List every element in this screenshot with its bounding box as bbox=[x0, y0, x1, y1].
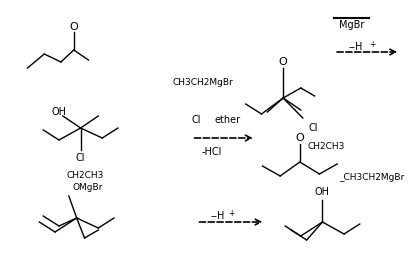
Text: --H: --H bbox=[210, 211, 225, 221]
Text: Cl: Cl bbox=[76, 153, 85, 163]
Text: O: O bbox=[279, 57, 287, 67]
Text: CH2CH3: CH2CH3 bbox=[308, 142, 345, 150]
Text: _CH3CH2MgBr: _CH3CH2MgBr bbox=[339, 173, 404, 182]
Text: CH2CH3: CH2CH3 bbox=[67, 172, 104, 180]
Text: +: + bbox=[228, 208, 234, 217]
Text: O: O bbox=[295, 133, 304, 143]
Text: Cl: Cl bbox=[309, 123, 318, 133]
Text: CH3CH2MgBr: CH3CH2MgBr bbox=[172, 78, 233, 86]
Text: MgBr: MgBr bbox=[339, 20, 365, 30]
Text: -HCl: -HCl bbox=[201, 147, 221, 157]
Text: OH: OH bbox=[315, 187, 330, 197]
Text: --H: --H bbox=[349, 42, 363, 52]
Text: +: + bbox=[370, 39, 376, 48]
Text: OMgBr: OMgBr bbox=[73, 183, 103, 192]
Text: OH: OH bbox=[51, 107, 66, 117]
Text: ether: ether bbox=[214, 115, 240, 125]
Text: Cl: Cl bbox=[192, 115, 201, 125]
Text: O: O bbox=[69, 22, 78, 32]
